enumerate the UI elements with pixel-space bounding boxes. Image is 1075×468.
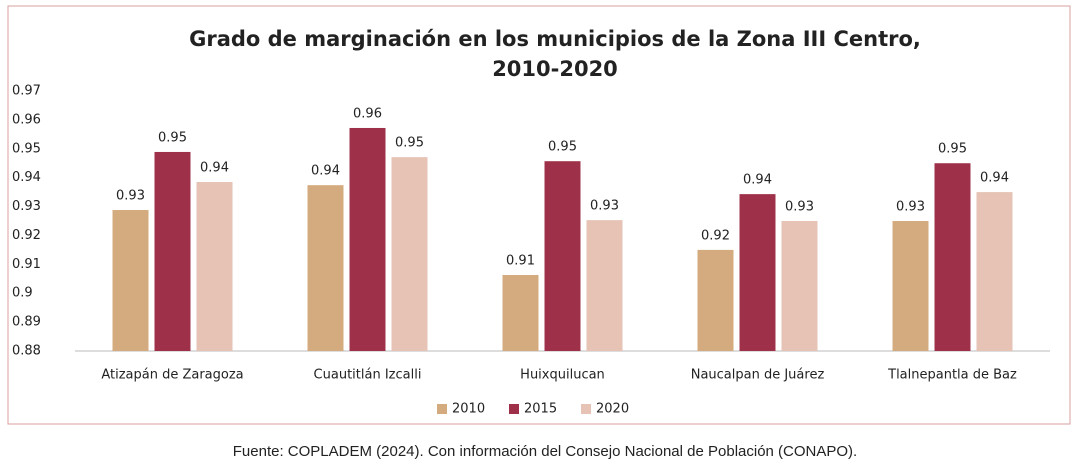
bar <box>307 185 344 351</box>
y-tick-label: 0.88 <box>12 344 41 359</box>
chart-title: Grado de marginación en los municipios d… <box>189 27 921 51</box>
y-tick-label: 0.91 <box>12 257 41 272</box>
y-tick-label: 0.89 <box>12 315 41 330</box>
bar <box>739 194 776 351</box>
y-tick-label: 0.93 <box>12 199 41 214</box>
value-label: 0.93 <box>896 200 925 215</box>
value-label: 0.93 <box>785 200 814 215</box>
bar <box>349 127 386 351</box>
x-tick-label: Cuautitlán Izcalli <box>314 368 422 383</box>
value-label: 0.93 <box>590 199 619 214</box>
value-label: 0.94 <box>311 164 340 179</box>
bar <box>586 220 623 351</box>
x-tick-label: Tlalnepantla de Baz <box>887 368 1017 383</box>
value-label: 0.95 <box>158 130 187 145</box>
bar <box>934 163 971 351</box>
legend-swatch <box>581 404 591 414</box>
legend-label: 2020 <box>596 402 629 417</box>
legend-label: 2015 <box>524 402 557 417</box>
legend-label: 2010 <box>452 402 485 417</box>
chart-title: 2010-2020 <box>492 57 618 81</box>
y-tick-label: 0.9 <box>12 286 33 301</box>
y-tick-label: 0.97 <box>12 84 41 99</box>
y-tick-label: 0.92 <box>12 228 41 243</box>
value-label: 0.92 <box>701 228 730 243</box>
bar <box>196 182 233 351</box>
value-label: 0.93 <box>116 189 145 204</box>
legend-swatch <box>509 404 519 414</box>
value-label: 0.95 <box>548 140 577 155</box>
bar <box>112 210 149 351</box>
bar <box>781 221 818 351</box>
value-label: 0.94 <box>980 171 1009 186</box>
x-tick-label: Huixquilucan <box>520 368 605 383</box>
value-label: 0.94 <box>743 173 772 188</box>
value-label: 0.91 <box>506 254 535 269</box>
bar <box>502 275 539 351</box>
y-tick-label: 0.96 <box>12 112 41 127</box>
x-tick-label: Atizapán de Zaragoza <box>101 368 243 383</box>
bar <box>892 221 929 351</box>
bar <box>154 151 191 351</box>
bar <box>697 249 734 351</box>
y-tick-label: 0.95 <box>12 141 41 156</box>
value-label: 0.95 <box>395 136 424 151</box>
value-label: 0.94 <box>200 161 229 176</box>
source-note: Fuente: COPLADEM (2024). Con información… <box>233 443 857 460</box>
bar <box>544 161 581 351</box>
x-tick-label: Naucalpan de Juárez <box>691 368 825 383</box>
legend-swatch <box>437 404 447 414</box>
value-label: 0.95 <box>938 142 967 157</box>
y-tick-label: 0.94 <box>12 170 41 185</box>
chart-frame <box>7 5 1071 425</box>
value-label: 0.96 <box>353 106 382 121</box>
bar <box>391 157 428 351</box>
bar <box>976 192 1013 351</box>
